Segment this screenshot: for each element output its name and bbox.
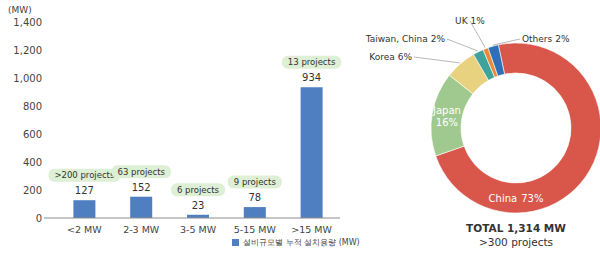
annotation: 9 projects [234,177,277,187]
y-tick-label: 1,200 [13,45,42,56]
data-label: 152 [132,182,151,193]
y-tick-label: 1,400 [13,17,42,28]
slice-value: 2% [555,34,570,44]
pie [431,43,600,213]
x-tick-label: 3-5 MW [180,224,217,235]
annotation-pill: >200 projects [48,169,120,182]
bar [130,197,152,218]
leader-line [447,39,478,51]
annotation-pill: 63 projects [111,165,170,178]
data-label: 934 [302,72,321,83]
y-tick-label: 1,000 [13,73,42,84]
slice [488,45,505,76]
slice-value: 73% [521,193,543,204]
slice-name: Japan [432,105,461,116]
y-tick-label: 800 [23,101,42,112]
legend-swatch [232,239,239,246]
slice-label: Taiwan, China2% [365,34,446,44]
data-label: 23 [192,200,205,211]
slice-name: Taiwan, China [365,34,428,44]
x-axis-line [44,218,340,219]
y-tick-label: 400 [23,157,42,168]
annotation: TOTAL 1,314 MW [466,222,566,234]
annotation-bg [171,183,225,196]
annotation-bg [111,165,170,178]
x-tick-label: <2 MW [67,224,102,235]
annotation: >200 projects [54,170,115,180]
annotation: 13 projects [288,57,336,67]
annotation-bg [282,56,341,69]
slice-value: 1% [471,16,486,26]
slice-name: Others [522,34,553,44]
annotation-pill: 13 projects [282,56,341,69]
slice-value: 6% [398,52,413,62]
annotation: 63 projects [117,167,165,177]
slice-label: Korea6% [369,52,412,62]
slice-name: China [489,193,518,204]
leader-line [493,39,520,45]
slice-name: Korea [369,52,395,62]
annotation: >300 projects [479,236,553,248]
data-label: 127 [75,185,94,196]
data-label: 78 [248,192,261,203]
slice-label: UK1% [455,16,485,26]
annotation-pill: 6 projects [171,183,225,196]
annotation-pill: 9 projects [228,176,282,189]
slice-value: 16% [436,117,458,128]
y-tick-label: 200 [23,185,42,196]
x-tick-label: 5-15 MW [234,224,277,235]
slice-name: UK [455,16,469,26]
x-tick-label: >15 MW [291,224,332,235]
plot-area [73,87,322,218]
bar [244,207,266,218]
annotation-bg [228,176,282,189]
slice-label: Others2% [522,34,570,44]
annotation: 6 projects [177,185,220,195]
slice-label: China73% [489,193,544,204]
y-tick-label: 0 [36,213,42,224]
y-axis-label: (MW) [8,5,32,15]
leader-line [414,57,460,63]
y-tick-label: 600 [23,129,42,140]
slice-value: 2% [431,34,446,44]
chart: (MW) 0 200 400 600 800 1,000 1,200 1,400 127 >200 … [0,0,600,256]
legend-label: 설비규모별 누적 설치용량 (MW) [243,238,360,247]
slice-label: Japan16% [432,105,461,128]
x-tick-label: 2-3 MW [123,224,160,235]
bar [73,200,95,218]
bar [301,87,323,218]
annotation-bg [48,169,120,182]
